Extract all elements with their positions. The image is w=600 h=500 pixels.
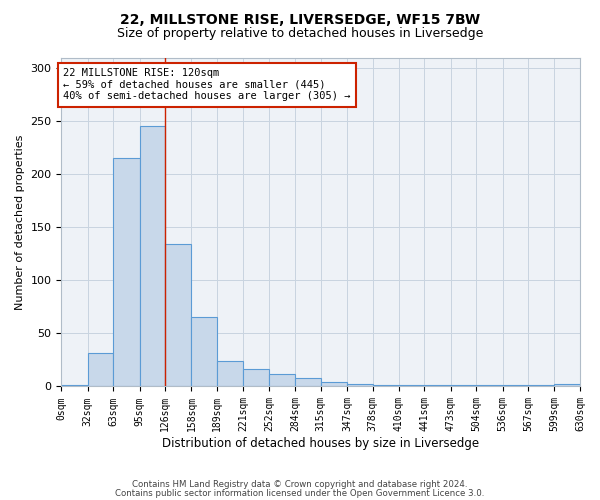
Bar [347, 384, 373, 386]
Bar [269, 374, 295, 386]
Text: 22, MILLSTONE RISE, LIVERSEDGE, WF15 7BW: 22, MILLSTONE RISE, LIVERSEDGE, WF15 7BW [120, 12, 480, 26]
Bar [113, 158, 140, 386]
Bar [88, 352, 113, 386]
Bar [165, 244, 191, 386]
Text: Size of property relative to detached houses in Liversedge: Size of property relative to detached ho… [117, 28, 483, 40]
Bar [191, 318, 217, 386]
X-axis label: Distribution of detached houses by size in Liversedge: Distribution of detached houses by size … [162, 437, 479, 450]
Text: Contains HM Land Registry data © Crown copyright and database right 2024.: Contains HM Land Registry data © Crown c… [132, 480, 468, 489]
Text: 22 MILLSTONE RISE: 120sqm
← 59% of detached houses are smaller (445)
40% of semi: 22 MILLSTONE RISE: 120sqm ← 59% of detac… [63, 68, 350, 102]
Bar [217, 361, 244, 386]
Bar [554, 384, 580, 386]
Bar [244, 370, 269, 386]
Bar [321, 382, 347, 386]
Y-axis label: Number of detached properties: Number of detached properties [15, 134, 25, 310]
Bar [295, 378, 321, 386]
Bar [140, 126, 165, 386]
Text: Contains public sector information licensed under the Open Government Licence 3.: Contains public sector information licen… [115, 488, 485, 498]
